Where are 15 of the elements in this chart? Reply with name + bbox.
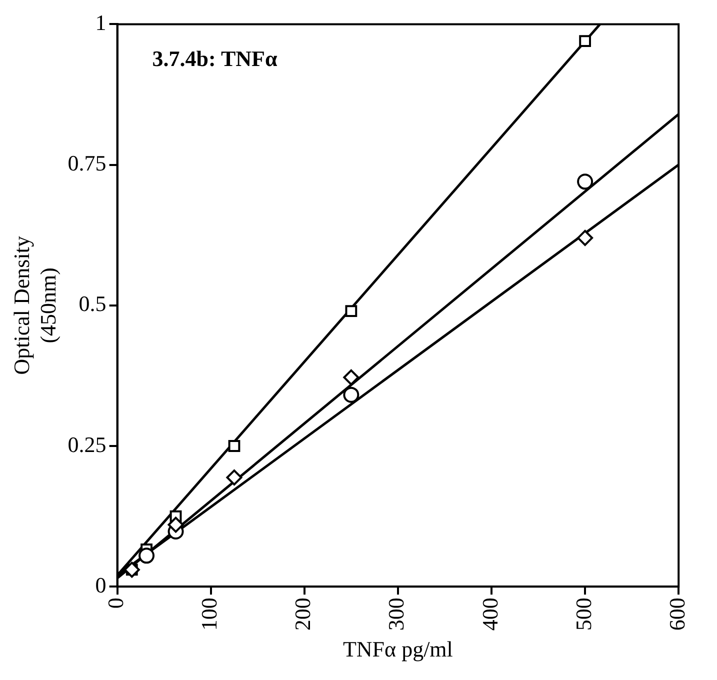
y-axis-title: Optical Density (450nm) [8, 236, 60, 375]
x-tick-label: 400 [477, 598, 502, 631]
x-tick-label: 200 [290, 598, 316, 631]
x-tick-label: 300 [384, 598, 409, 631]
x-tick-label: 500 [570, 598, 596, 631]
y-tick-label: 0.5 [78, 291, 106, 316]
x-tick-label: 100 [196, 598, 222, 631]
x-axis-title: TNFα pg/ml [342, 636, 453, 662]
y-tick-label: 0 [95, 572, 106, 598]
x-tick-label: 0 [103, 598, 128, 609]
y-tick-label: 1 [95, 10, 106, 35]
y-tick-label: 0.75 [68, 150, 106, 176]
x-tick-label: 600 [664, 598, 690, 631]
y-tick-label: 0.25 [68, 432, 106, 457]
text: 3.7.4b: TNFα [152, 46, 278, 71]
